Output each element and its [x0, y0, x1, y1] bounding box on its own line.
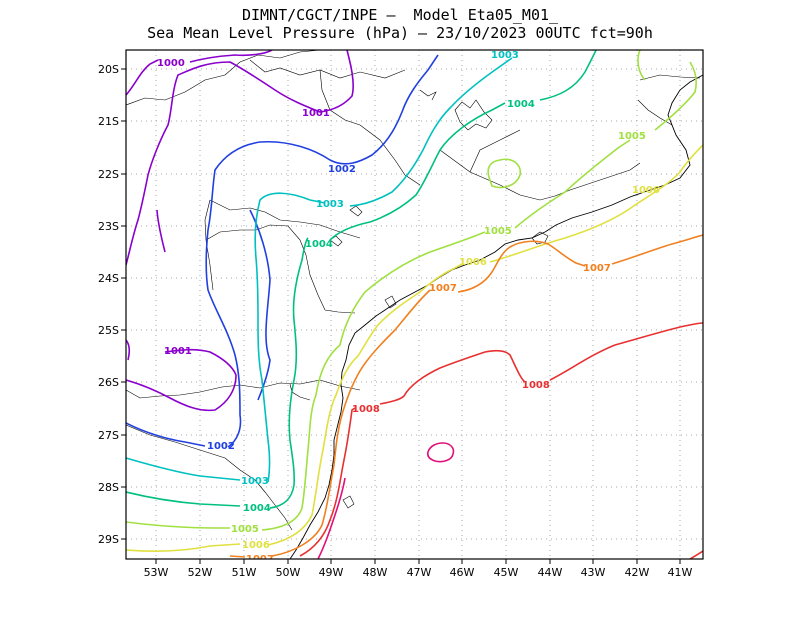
coastline [289, 74, 703, 559]
contour-label: 1003 [241, 476, 269, 487]
lon-tick-label: 50W [276, 566, 301, 579]
contour-label: 1005 [484, 226, 512, 237]
isobar-1001-south [126, 339, 237, 412]
gridlines [126, 50, 703, 559]
lon-tick-label: 41W [668, 566, 693, 579]
lon-tick-label: 52W [188, 566, 213, 579]
lat-tick-label: 28S [98, 481, 119, 494]
contour-label: 1006 [632, 185, 660, 196]
lat-tick-label: 20S [98, 63, 119, 76]
isobar-1002 [126, 54, 439, 448]
lat-tick-label: 29S [98, 533, 119, 546]
longitude-labels: 53W 52W 51W 50W 49W 48W 47W 46W 45W 44W … [144, 566, 693, 579]
lon-tick-label: 43W [581, 566, 606, 579]
isobar-1006 [126, 144, 703, 552]
lon-tick-label: 48W [363, 566, 388, 579]
isobar-1002-inner [249, 209, 271, 401]
lon-tick-label: 45W [494, 566, 519, 579]
isobar-1004 [126, 50, 597, 509]
isobar-1001-west [156, 209, 166, 253]
lat-tick-label: 24S [98, 272, 119, 285]
lat-tick-label: 21S [98, 115, 119, 128]
lon-tick-label: 46W [450, 566, 475, 579]
lon-tick-label: 51W [232, 566, 257, 579]
contour-labels: 1000 1001 1001 1002 1002 1003 1003 1003 … [157, 50, 660, 565]
isobar-1008 [299, 322, 703, 557]
isobar-1003 [126, 57, 513, 483]
axis-ticks [121, 68, 681, 564]
contour-lines [126, 50, 703, 559]
contour-label: 1006 [459, 257, 487, 268]
contour-label: 1008 [352, 404, 380, 415]
lon-tick-label: 44W [538, 566, 563, 579]
contour-label: 1002 [328, 164, 356, 175]
chart-title-line-2: Sea Mean Level Pressure (hPa) – 23/10/20… [147, 24, 653, 42]
contour-label: 1004 [305, 239, 333, 250]
contour-label: 1003 [316, 199, 344, 210]
contour-label: 1002 [207, 441, 235, 452]
contour-label: 1004 [507, 99, 535, 110]
lat-tick-label: 22S [98, 168, 119, 181]
contour-label: 1005 [231, 524, 259, 535]
latitude-labels: 20S 21S 22S 23S 24S 25S 26S 27S 28S 29S [98, 63, 119, 546]
isobar-1010 [689, 550, 703, 559]
state-boundaries [126, 50, 701, 531]
map-frame [125, 49, 704, 560]
isobar-1001-north [126, 50, 355, 266]
contour-label: 1005 [618, 131, 646, 142]
chart-title-line-1: DIMNT/CGCT/INPE – Model Eta05_M01_ [241, 6, 559, 24]
lon-tick-label: 49W [319, 566, 344, 579]
lon-tick-label: 53W [144, 566, 169, 579]
lon-tick-label: 42W [625, 566, 650, 579]
lat-tick-label: 27S [98, 429, 119, 442]
isobar-1005 [126, 61, 697, 531]
contour-label: 1007 [246, 554, 274, 565]
isobar-1007 [229, 234, 703, 558]
contour-label: 1000 [157, 58, 185, 69]
contour-label: 1003 [491, 50, 519, 61]
contour-label: 1001 [164, 346, 192, 357]
contour-label: 1006 [242, 540, 270, 551]
lat-tick-label: 26S [98, 376, 119, 389]
lat-tick-label: 23S [98, 220, 119, 233]
contour-label: 1007 [583, 263, 611, 274]
contour-label: 1001 [302, 108, 330, 119]
lon-tick-label: 47W [407, 566, 432, 579]
contour-label: 1008 [522, 380, 550, 391]
contour-label: 1004 [243, 503, 271, 514]
lat-tick-label: 25S [98, 324, 119, 337]
isobar-1009 [317, 442, 455, 559]
isobar-1005-north [637, 50, 646, 81]
contour-label: 1007 [429, 283, 457, 294]
isobar-1000 [126, 50, 273, 96]
isobar-1004-cell [487, 158, 522, 189]
